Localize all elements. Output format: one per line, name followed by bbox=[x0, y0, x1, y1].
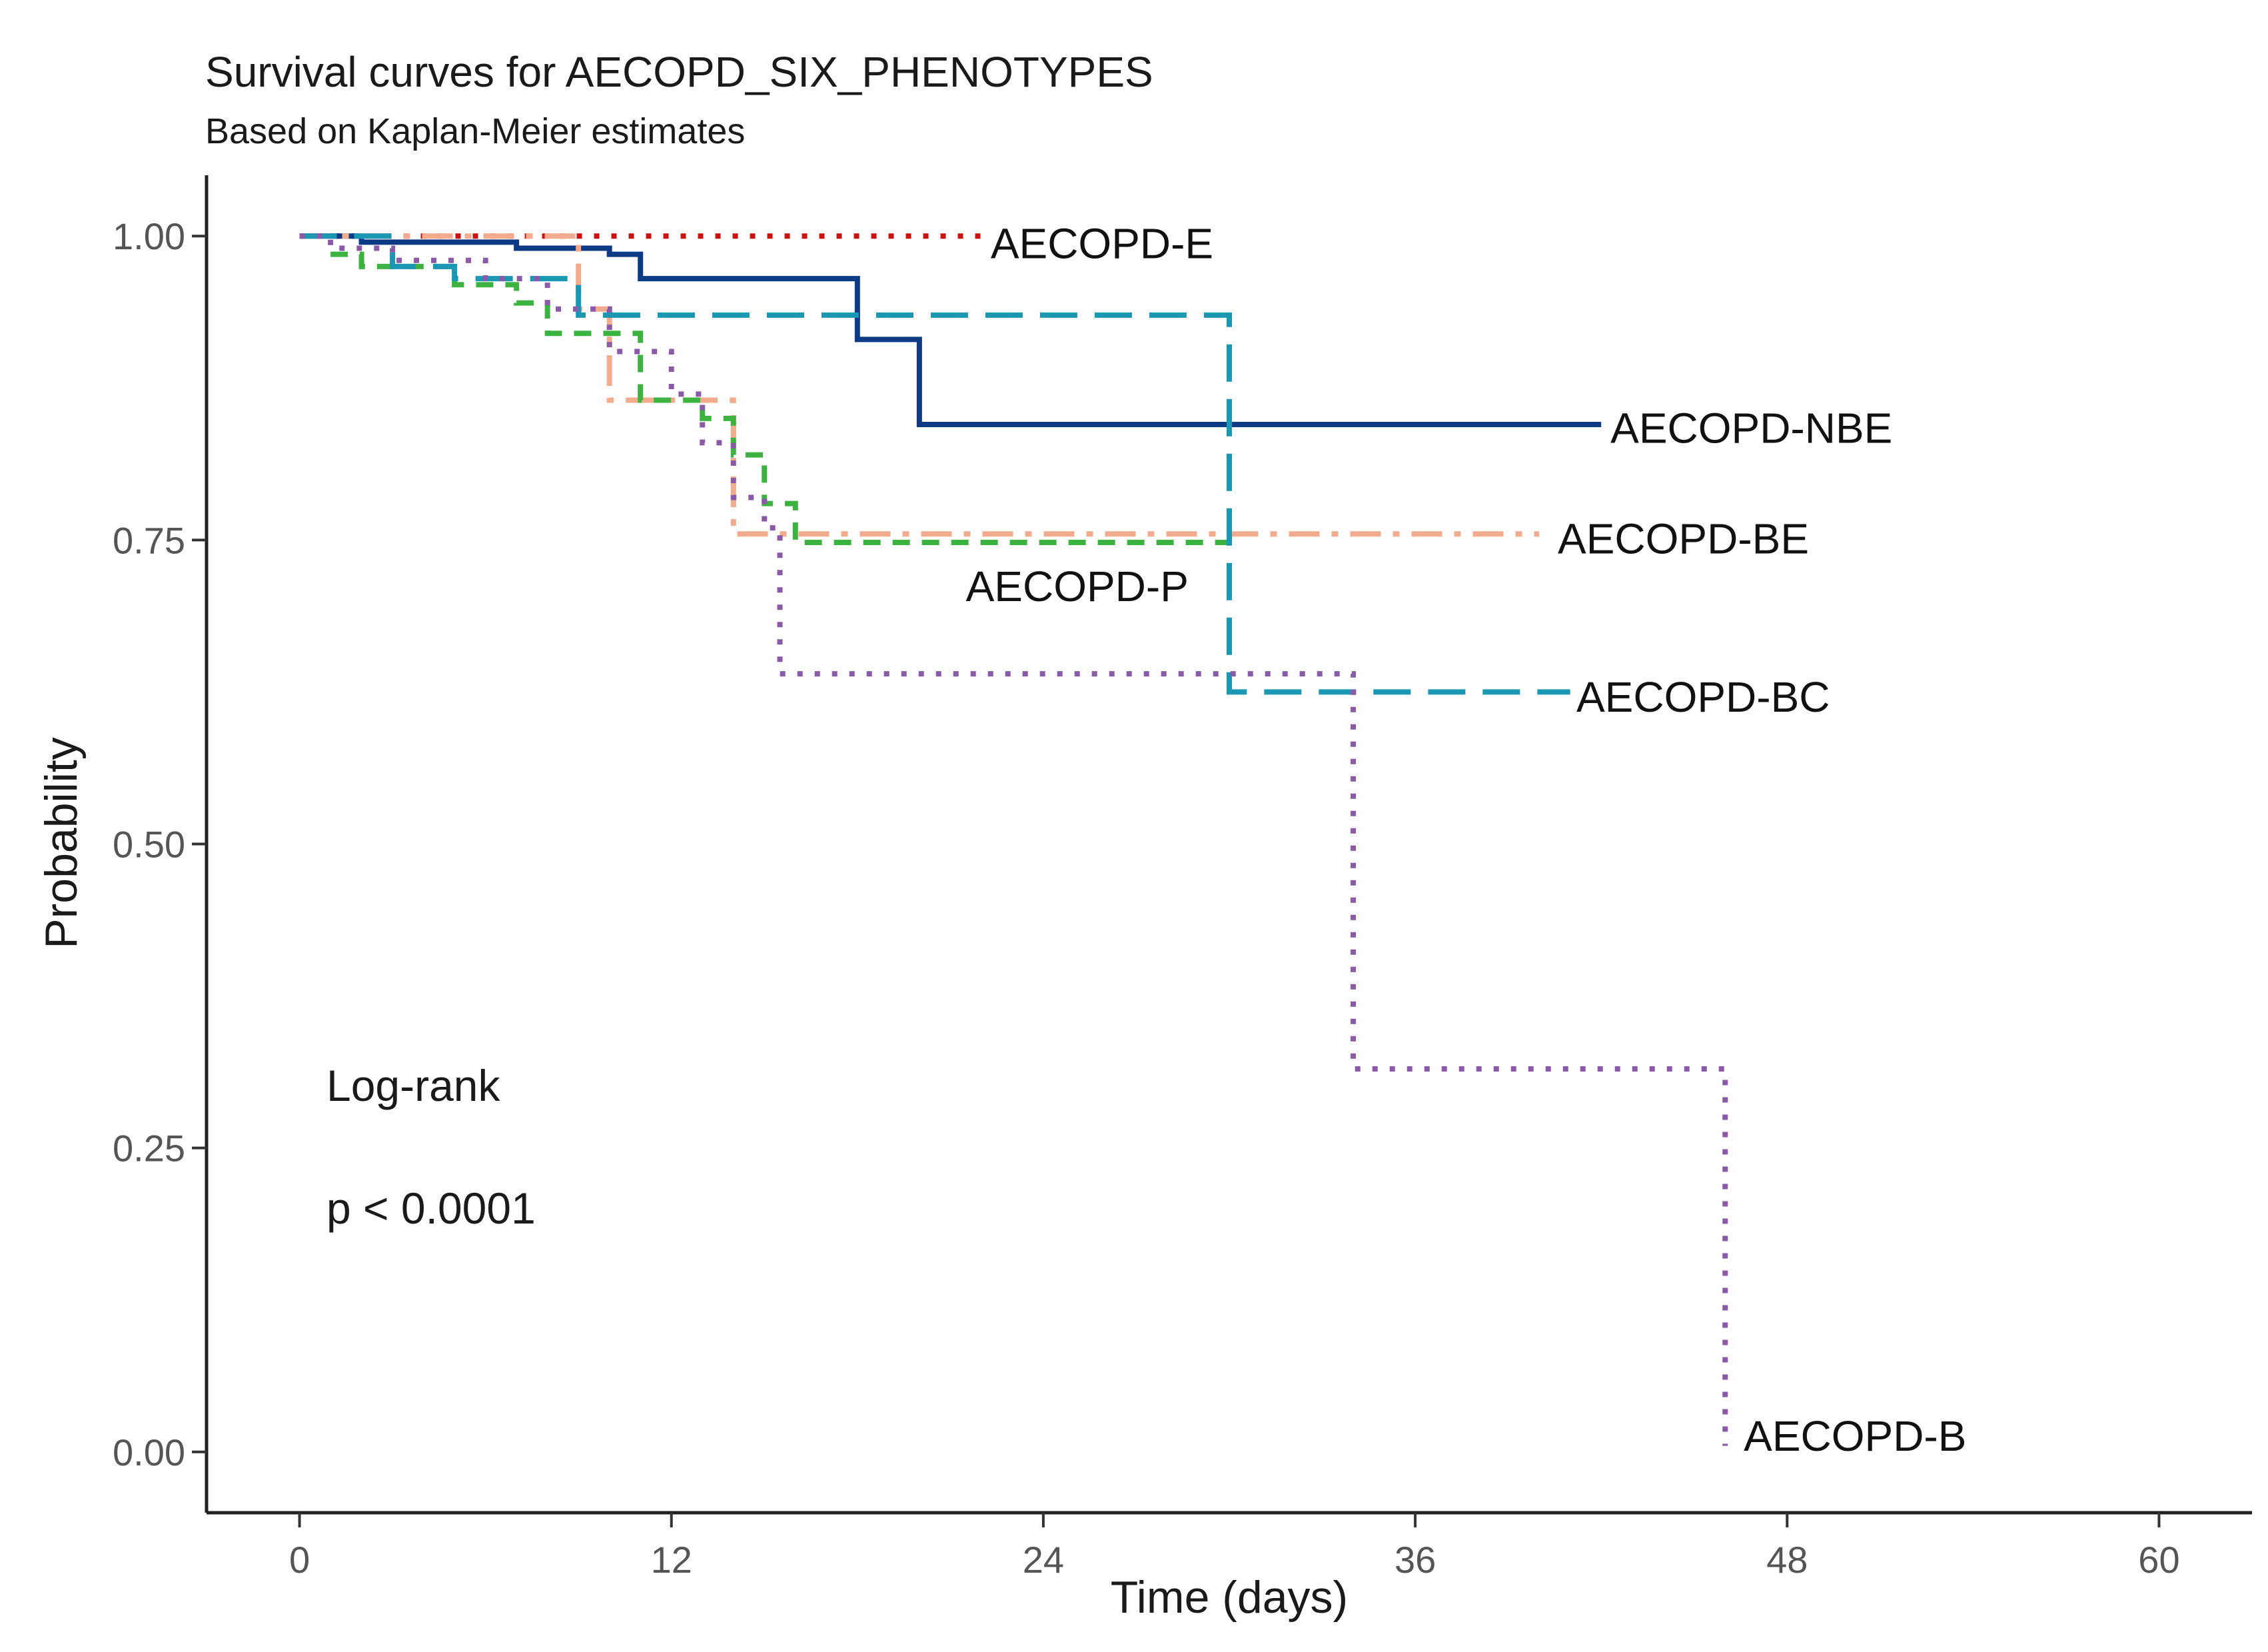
x-tick-label: 48 bbox=[1766, 1539, 1808, 1581]
series-label-aecopd-b: AECOPD-B bbox=[1744, 1412, 1966, 1460]
y-axis-label: Probability bbox=[36, 737, 87, 949]
chart-title: Survival curves for AECOPD_SIX_PHENOTYPE… bbox=[205, 48, 1153, 96]
x-tick-label: 36 bbox=[1395, 1539, 1436, 1581]
series-line-aecopd-nbe bbox=[299, 233, 1602, 428]
y-tick-label: 1.00 bbox=[113, 215, 185, 257]
y-tick-label: 0.25 bbox=[113, 1128, 185, 1170]
y-tick-label: 0.00 bbox=[113, 1431, 185, 1473]
series-label-aecopd-p: AECOPD-P bbox=[966, 562, 1189, 610]
x-tick-label: 12 bbox=[651, 1539, 692, 1581]
series-label-aecopd-be: AECOPD-BE bbox=[1558, 515, 1809, 563]
x-tick-label: 0 bbox=[289, 1539, 310, 1581]
series-label-aecopd-e: AECOPD-E bbox=[991, 219, 1213, 267]
series-label-aecopd-bc: AECOPD-BC bbox=[1576, 673, 1830, 721]
y-tick-label: 0.50 bbox=[113, 824, 185, 866]
pvalue-label: p < 0.0001 bbox=[326, 1184, 536, 1233]
x-tick-label: 24 bbox=[1023, 1539, 1064, 1581]
x-tick-label: 60 bbox=[2138, 1539, 2179, 1581]
series-line-aecopd-be bbox=[299, 233, 1540, 537]
series-label-aecopd-nbe: AECOPD-NBE bbox=[1610, 405, 1892, 452]
x-axis-label: Time (days) bbox=[1111, 1572, 1348, 1623]
plot-area: AECOPD-E AECOPD-NBE AECOPD-BE AECOPD-P AECOP… bbox=[299, 219, 1966, 1460]
series-line-aecopd-p bbox=[330, 251, 1229, 546]
axis-ticks: 0 12 24 36 48 60 0.00 0.25 0.50 0.75 1.00 bbox=[113, 215, 2180, 1581]
y-tick-label: 0.75 bbox=[113, 519, 185, 561]
chart-subtitle: Based on Kaplan-Meier estimates bbox=[205, 111, 745, 151]
logrank-label: Log-rank bbox=[326, 1061, 500, 1110]
